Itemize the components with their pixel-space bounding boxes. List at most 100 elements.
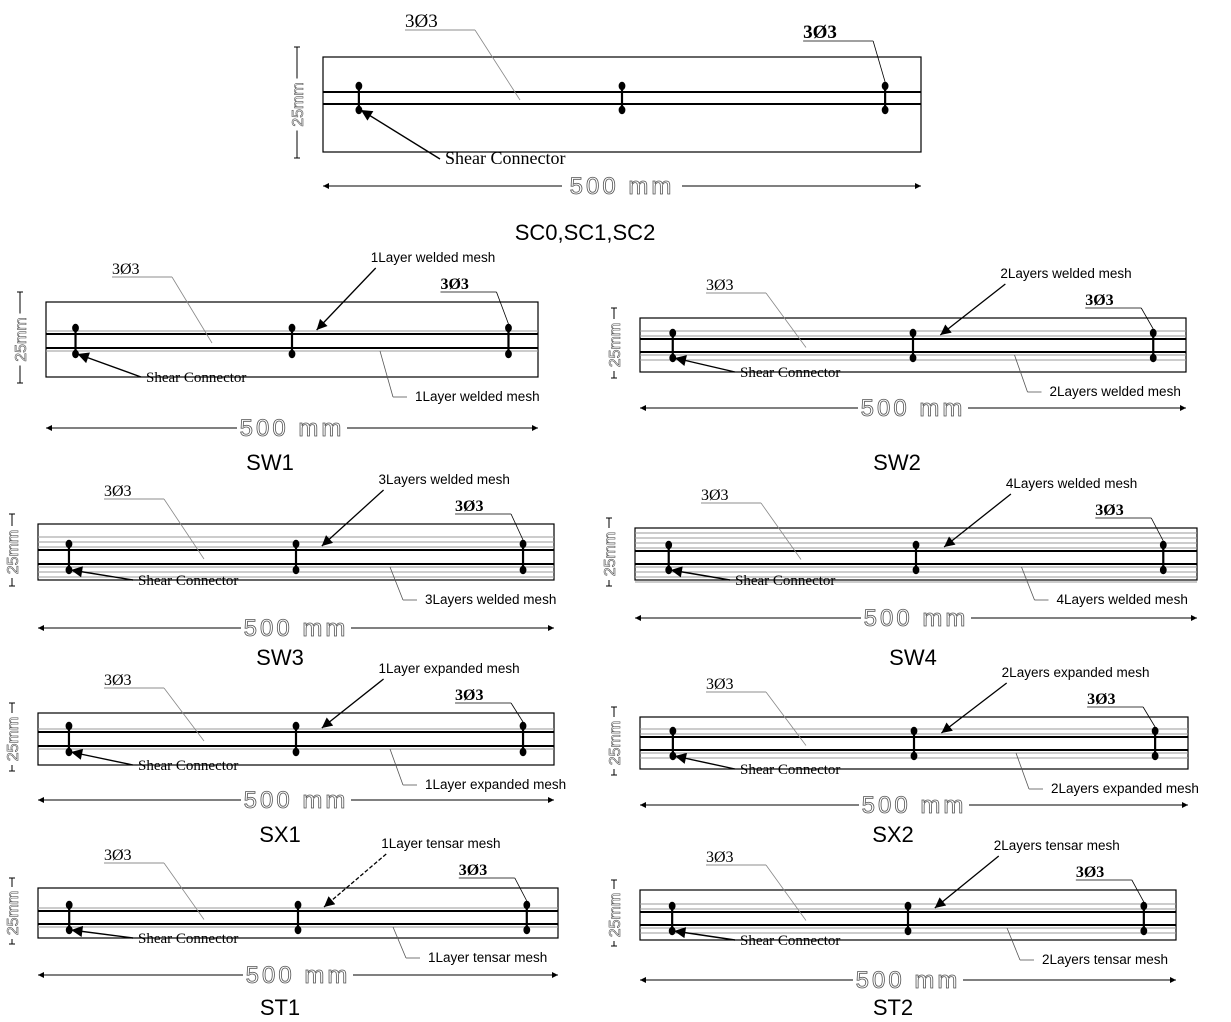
shear-connector <box>668 901 676 936</box>
connector-label: Shear Connector <box>146 370 246 386</box>
bar-label-left: 3Ø3 <box>112 261 140 278</box>
bar-label-left: 3Ø3 <box>104 672 132 689</box>
bar-label-right: 3Ø3 <box>459 862 487 879</box>
length-label: 500 mm <box>240 415 345 442</box>
shear-connector <box>669 726 677 761</box>
depth-label: 25mm <box>602 532 619 576</box>
shear-connector <box>910 726 918 761</box>
mesh-top-label: 2Layers expanded mesh <box>1002 665 1150 680</box>
shear-connector <box>669 328 677 363</box>
bar-label-left: 3Ø3 <box>104 483 132 500</box>
shear-connector <box>1159 540 1167 575</box>
slab-outline <box>37 887 559 939</box>
slab-outline <box>639 716 1189 770</box>
bar-label-right: 3Ø3 <box>1087 691 1115 708</box>
shear-connector <box>519 721 527 757</box>
panel-st2: 3Ø3 3Ø3 Shear Connector 2Layers tensar mesh… <box>605 838 1177 1020</box>
panel-caption: ST1 <box>260 995 300 1020</box>
panel-caption: SW4 <box>889 645 937 670</box>
shear-connector <box>1140 901 1148 936</box>
shear-connector <box>523 900 531 935</box>
mesh-top-label: 1Layer expanded mesh <box>379 661 520 676</box>
connector-label: Shear Connector <box>740 933 840 949</box>
shear-connector <box>881 81 889 115</box>
mesh-top-arrow <box>939 283 1006 336</box>
length-label: 500 mm <box>862 792 967 819</box>
mesh-bottom-label: 1Layer welded mesh <box>415 389 540 404</box>
connector-arrow <box>70 566 134 581</box>
mesh-top-label: 4Layers welded mesh <box>1006 476 1137 491</box>
bar-label-right: 3Ø3 <box>1095 502 1123 519</box>
bar-label-right: 3Ø3 <box>455 498 483 515</box>
connector-label: Shear Connector <box>735 573 835 589</box>
length-label: 500 mm <box>244 787 349 814</box>
mesh-top-arrow <box>316 267 377 331</box>
slab-outline <box>37 712 555 766</box>
bar-label-left: 3Ø3 <box>405 11 438 32</box>
mesh-bottom-label: 2Layers welded mesh <box>1050 384 1181 399</box>
shear-connector <box>519 539 527 575</box>
connector-arrow <box>674 927 736 941</box>
length-label: 500 mm <box>244 615 349 642</box>
mesh-top-arrow <box>941 682 1008 734</box>
depth-label: 25mm <box>5 891 22 935</box>
bar-label-right: 3Ø3 <box>1076 864 1104 881</box>
panel-caption: SW2 <box>873 450 921 475</box>
mesh-top-label: 2Layers welded mesh <box>1000 266 1131 281</box>
bar-label-left: 3Ø3 <box>706 849 734 866</box>
bar-label-left: 3Ø3 <box>701 487 729 504</box>
mesh-bottom-label: 4Layers welded mesh <box>1057 592 1188 607</box>
bar-label-left: 3Ø3 <box>706 676 734 693</box>
connector-label: Shear Connector <box>740 365 840 381</box>
shear-connector <box>292 721 300 757</box>
length-label: 500 mm <box>856 967 961 994</box>
mesh-bottom-label: 2Layers tensar mesh <box>1042 952 1168 967</box>
panel-caption: SX1 <box>259 822 301 847</box>
shear-connector <box>288 323 296 359</box>
bar-label-right: 3Ø3 <box>1085 292 1113 309</box>
panel-sw2: 3Ø3 3Ø3 Shear Connector 2Layers welded mesh… <box>605 266 1187 475</box>
connector-arrow <box>77 352 142 378</box>
depth-label: 25mm <box>5 717 22 761</box>
panel-sx2: 3Ø3 3Ø3 Shear Connector 2Layers expanded me… <box>605 665 1199 847</box>
shear-connector <box>912 540 920 575</box>
mesh-top-label: 2Layers tensar mesh <box>994 838 1120 853</box>
mesh-top-arrow <box>321 678 384 729</box>
bar-label-left: 3Ø3 <box>706 277 734 294</box>
shear-connector <box>618 81 626 115</box>
shear-connector <box>665 540 673 575</box>
mesh-bottom-label: 1Layer tensar mesh <box>428 950 547 965</box>
depth-label: 25mm <box>13 317 30 361</box>
shear-connector <box>355 81 363 115</box>
mesh-bottom-label: 1Layer expanded mesh <box>425 777 566 792</box>
mesh-top-label: 3Layers welded mesh <box>379 472 510 487</box>
panel-sx1: 3Ø3 3Ø3 Shear Connector 1Layer expanded mes… <box>3 661 566 847</box>
mesh-bottom-label: 2Layers expanded mesh <box>1051 781 1199 796</box>
panel-sw1: 3Ø3 3Ø3 Shear Connector 1Layer welded mesh 1… <box>11 250 540 475</box>
shear-connector <box>904 901 912 936</box>
shear-connector <box>65 900 73 935</box>
length-label: 500 mm <box>570 173 675 200</box>
bar-label-left: 3Ø3 <box>104 847 132 864</box>
slab-outline <box>639 317 1187 373</box>
connector-arrow <box>70 748 134 766</box>
shear-connector <box>505 323 512 359</box>
bar-label-right: 3Ø3 <box>455 687 483 704</box>
depth-label: 25mm <box>290 82 307 126</box>
slab-outline <box>37 523 555 581</box>
length-label: 500 mm <box>864 605 969 632</box>
depth-label: 25mm <box>607 893 624 937</box>
panel-caption: SW1 <box>246 450 294 475</box>
panel-sw3: 3Ø3 3Ø3 Shear Connector 3Layers welded mesh… <box>3 472 556 670</box>
shear-connector <box>1149 328 1157 363</box>
mesh-top-label: 1Layer tensar mesh <box>381 836 500 851</box>
shear-connector <box>294 900 302 935</box>
bar-label-right: 3Ø3 <box>440 276 468 293</box>
length-label: 500 mm <box>861 395 966 422</box>
shear-connector <box>1151 726 1159 761</box>
panel-sw4: 3Ø3 3Ø3 Shear Connector 4Layers welded mesh… <box>600 476 1198 670</box>
mesh-top-arrow <box>934 855 1000 909</box>
shear-connector <box>72 323 79 359</box>
connector-arrow <box>674 355 736 373</box>
shear-connector <box>65 539 73 575</box>
